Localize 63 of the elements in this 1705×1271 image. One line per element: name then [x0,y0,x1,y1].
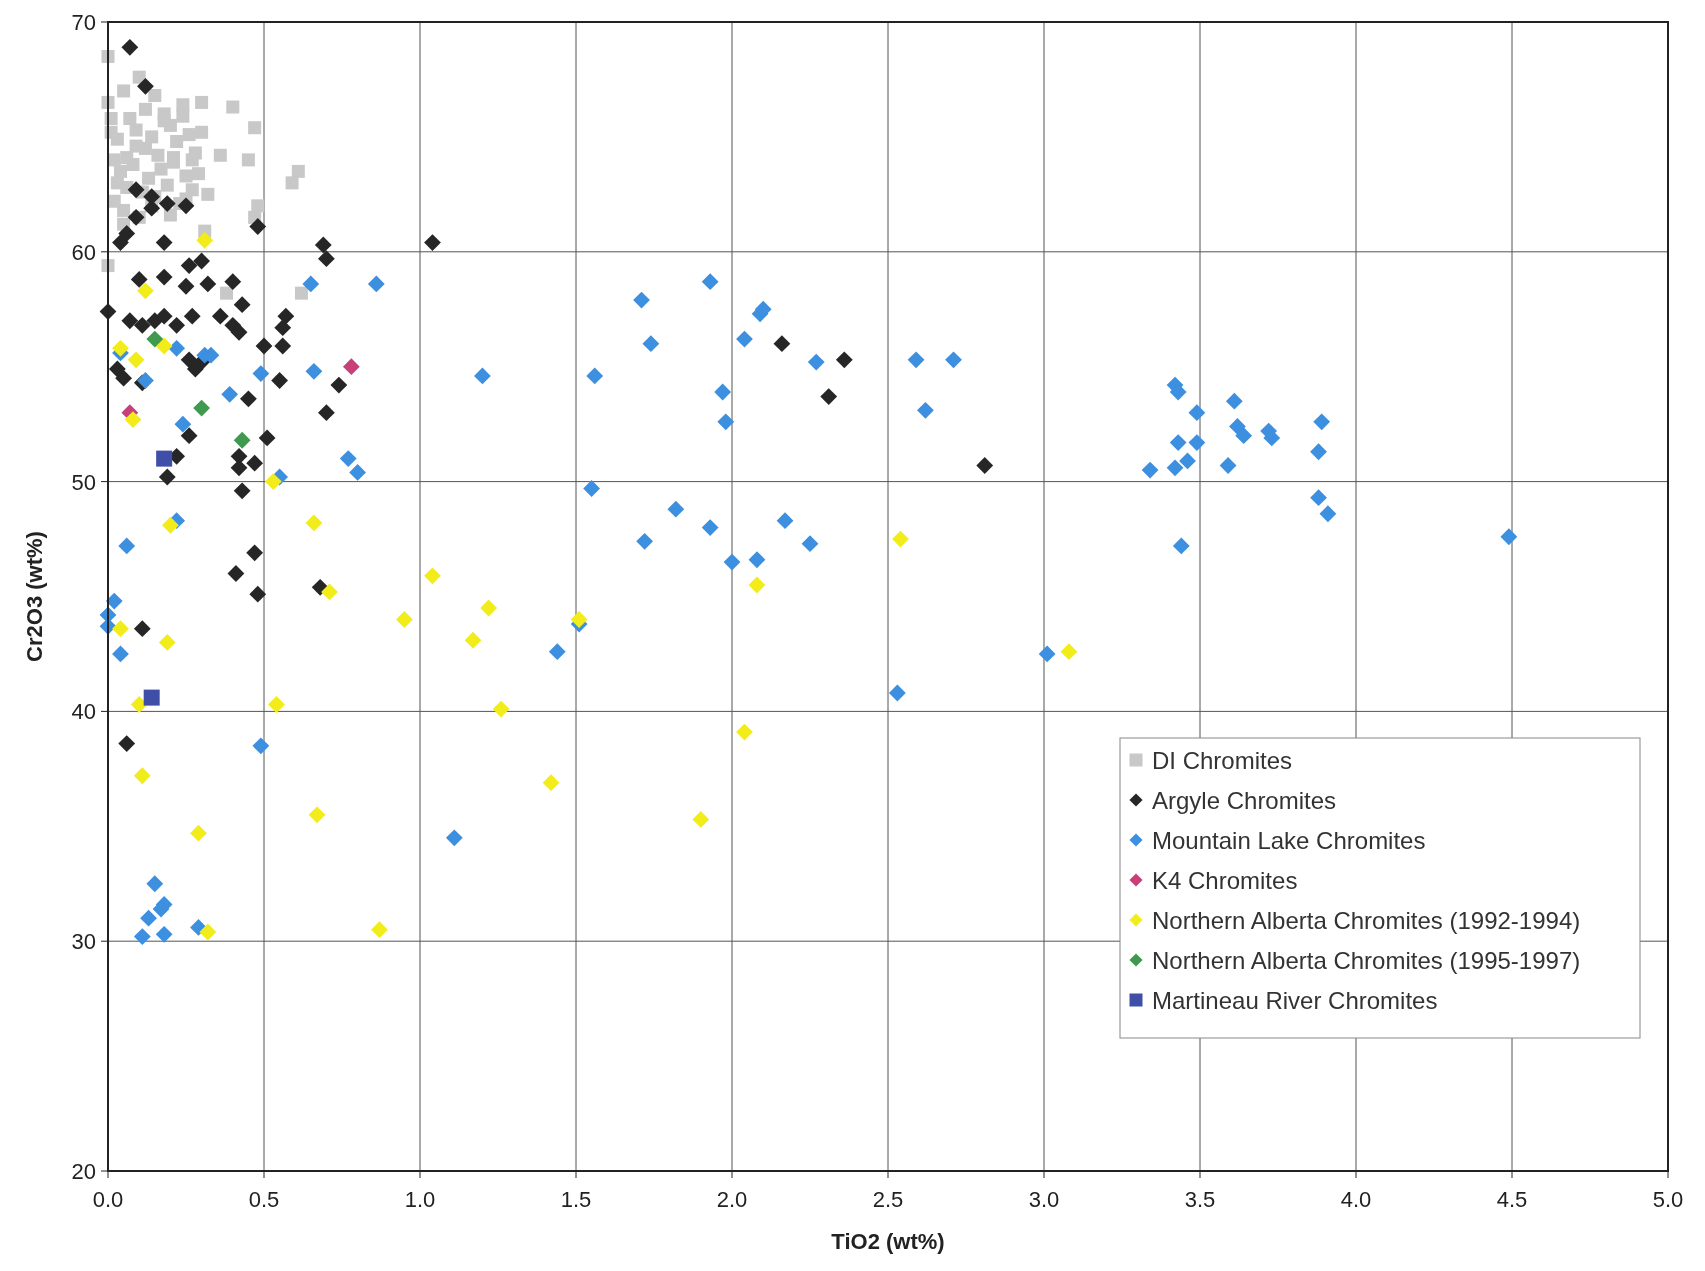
point [692,811,710,828]
point [199,923,217,941]
legend-label: Northern Alberta Chromites (1995-1997) [1152,947,1581,974]
y-tick-label: 40 [71,699,96,725]
point [133,767,151,785]
x-tick-label: 4.5 [1496,1187,1528,1212]
point [480,599,498,617]
x-tick-label: 0.0 [92,1187,124,1212]
point [748,576,766,594]
point [193,399,210,417]
x-tick-label: 3.0 [1028,1187,1060,1212]
legend-label: Northern Alberta Chromites (1992-1994) [1152,907,1581,934]
point [321,583,338,601]
point [892,530,909,548]
point [146,330,164,348]
y-tick-label: 60 [71,239,96,265]
point [127,351,145,369]
point [155,337,173,355]
legend-label: K4 Chromites [1152,867,1298,894]
point [396,611,413,628]
x-tick-label: 0.5 [248,1187,280,1212]
point [162,516,179,534]
point [305,514,323,532]
point [143,689,160,706]
y-tick-label: 70 [71,10,96,35]
x-tick-label: 2.5 [872,1187,904,1212]
y-tick-label: 50 [71,469,96,495]
legend-label: Argyle Chromites [1152,787,1337,814]
point [371,921,388,939]
point [342,358,360,376]
x-tick-label: 2.0 [716,1187,748,1212]
point [1060,643,1078,661]
point [158,634,176,651]
point [308,806,326,824]
point [492,700,510,718]
point [137,282,154,300]
point [424,567,441,585]
point [736,723,753,741]
y-tick-label: 30 [71,929,96,955]
point [464,631,482,649]
point [196,231,214,249]
legend-label: Mountain Lake Chromites [1152,827,1426,854]
y-axis-title: Cr2O3 (wt%) [22,531,47,662]
legend-label: DI Chromites [1152,747,1293,774]
point [130,696,148,713]
x-axis-title: TiO2 (wt%) [831,1229,945,1254]
point [233,431,251,449]
point [190,824,207,842]
point [156,450,173,467]
x-tick-label: 4.0 [1340,1187,1372,1212]
point [112,339,129,357]
point [542,774,560,792]
point [264,473,282,490]
x-tick-label: 1.0 [404,1187,436,1212]
x-tick-label: 5.0 [1652,1187,1684,1212]
point [124,411,142,428]
x-tick-label: 1.5 [560,1187,592,1212]
x-tick-label: 3.5 [1184,1187,1216,1212]
point [570,611,588,628]
point [268,696,285,713]
legend-label: Martineau River Chromites [1152,987,1438,1014]
point [112,620,129,638]
y-tick-label: 20 [71,1159,96,1184]
